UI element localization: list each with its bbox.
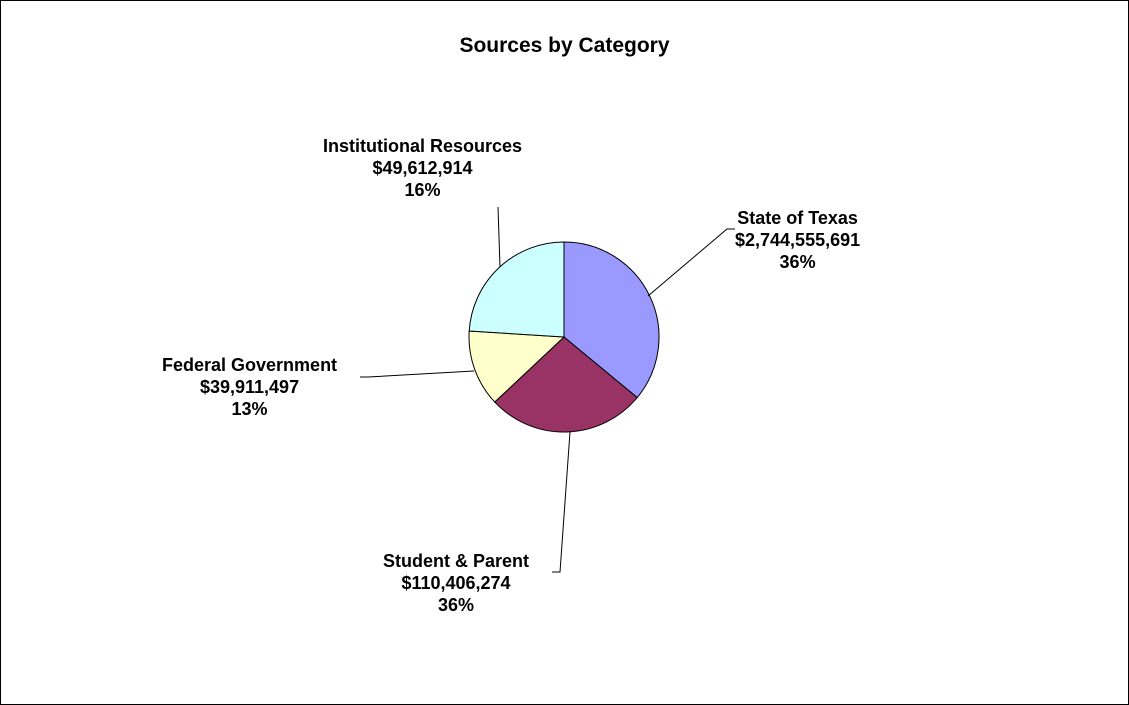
label-institutional-resources: Institutional Resources $49,612,914 16%: [323, 135, 522, 201]
label-name: Student & Parent: [383, 551, 530, 571]
label-federal-government: Federal Government $39,911,497 13%: [162, 354, 337, 420]
pie-slice-student-parent: [494, 336, 638, 433]
pie-slice-institutional-resources: [468, 241, 565, 338]
leader-line-student-parent: [552, 431, 571, 573]
leader-line-state-of-texas: [647, 228, 735, 297]
label-amount: $39,911,497: [199, 377, 300, 397]
label-percent: 36%: [779, 252, 816, 272]
label-amount: $49,612,914: [372, 158, 473, 178]
pie-slice-federal-government: [468, 330, 566, 403]
label-percent: 36%: [437, 595, 475, 615]
leader-line-institutional-resources: [497, 206, 501, 268]
label-amount: $110,406,274: [401, 573, 511, 593]
label-student-parent: Student & Parent $110,406,274 36%: [383, 550, 529, 616]
label-amount: $2,744,555,691: [735, 230, 861, 250]
label-name: Federal Government: [162, 355, 338, 375]
pie-slice-state-of-texas: [563, 241, 660, 399]
label-name: Institutional Resources: [323, 136, 523, 156]
label-percent: 16%: [404, 180, 441, 200]
label-name: State of Texas: [737, 208, 858, 228]
leader-line-federal-government: [360, 370, 475, 378]
label-state-of-texas: State of Texas $2,744,555,691 36%: [735, 207, 860, 273]
label-percent: 13%: [231, 399, 268, 419]
chart-title: Sources by Category: [459, 34, 670, 57]
